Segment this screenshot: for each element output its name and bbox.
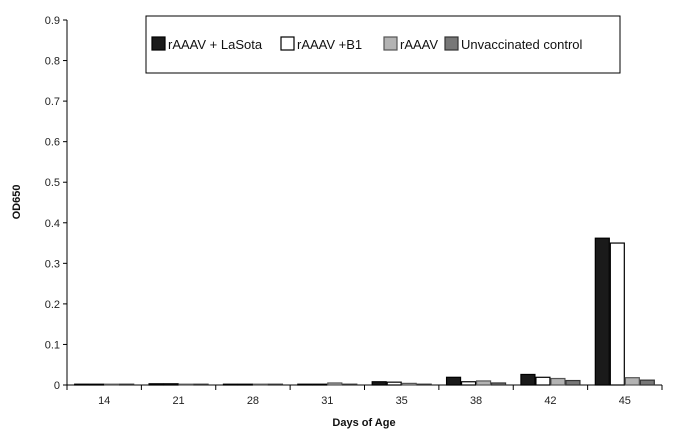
bar-series-1-31 bbox=[297, 383, 313, 386]
bar-series-4-45 bbox=[639, 379, 655, 386]
y-tick-label: 0.6 bbox=[45, 137, 60, 149]
bar-series-3-14 bbox=[104, 383, 120, 386]
bar-series-3-21 bbox=[178, 383, 194, 386]
legend-label-3: rAAAV bbox=[400, 37, 438, 52]
bar-series-3-38 bbox=[475, 380, 492, 386]
y-tick-label: 0.3 bbox=[45, 258, 60, 270]
bar-series-2-38 bbox=[460, 381, 477, 386]
y-tick-label: 0.7 bbox=[45, 96, 60, 108]
bar-series-4-28 bbox=[267, 383, 284, 386]
bar-series-1-14 bbox=[74, 383, 90, 386]
legend-swatch-1 bbox=[151, 36, 166, 51]
bar-series-2-35 bbox=[386, 381, 402, 386]
x-tick-label: 21 bbox=[172, 395, 184, 407]
x-tick-label: 28 bbox=[247, 395, 259, 407]
bar-series-4-38 bbox=[490, 382, 507, 386]
y-tick-label: 0.1 bbox=[45, 339, 60, 351]
bar-series-4-31 bbox=[342, 383, 358, 386]
x-tick-label: 14 bbox=[98, 395, 110, 407]
bar-series-2-28 bbox=[237, 383, 254, 386]
legend-label-1: rAAAV + LaSota bbox=[168, 37, 263, 52]
y-tick-label: 0.5 bbox=[45, 177, 60, 189]
x-tick-label: 42 bbox=[544, 395, 556, 407]
x-tick-label: 45 bbox=[619, 395, 631, 407]
y-tick-label: 0.4 bbox=[45, 218, 60, 230]
x-tick-label: 31 bbox=[321, 395, 333, 407]
bar-series-3-42 bbox=[550, 377, 566, 386]
bar-series-3-45 bbox=[624, 377, 640, 386]
bar-series-2-45 bbox=[609, 242, 625, 386]
y-axis-title: OD650 bbox=[11, 185, 23, 220]
x-tick-label: 35 bbox=[396, 395, 408, 407]
bar-series-4-14 bbox=[119, 383, 135, 386]
legend-label-2: rAAAV +B1 bbox=[297, 37, 362, 52]
bar-series-3-31 bbox=[327, 382, 343, 386]
y-tick-label: 0.2 bbox=[45, 299, 60, 311]
bar-series-2-42 bbox=[535, 376, 551, 386]
legend-box bbox=[145, 15, 621, 74]
legend-swatch-3 bbox=[383, 36, 398, 51]
bar-series-1-35 bbox=[371, 381, 387, 386]
y-axis: 0 0.1 0.2 0.3 0.4 0.5 0.6 0.7 0.8 0.9 bbox=[45, 15, 68, 392]
legend-label-4: Unvaccinated control bbox=[461, 37, 583, 52]
x-axis-title: Days of Age bbox=[332, 417, 395, 429]
bar-series-1-21 bbox=[148, 383, 164, 386]
legend: rAAAV + LaSota rAAAV +B1 rAAAV Unvaccinated… bbox=[145, 15, 621, 74]
bars-group bbox=[74, 237, 655, 386]
bar-series-3-35 bbox=[401, 382, 417, 386]
y-tick-label: 0.9 bbox=[45, 15, 60, 27]
bar-series-4-35 bbox=[416, 383, 432, 386]
x-tick-label: 38 bbox=[470, 395, 482, 407]
x-axis: 14 21 28 31 35 38 42 45 bbox=[66, 384, 663, 407]
bar-series-1-38 bbox=[445, 376, 462, 386]
bar-series-2-14 bbox=[89, 383, 105, 386]
bar-series-4-21 bbox=[193, 383, 209, 386]
y-tick-label: 0 bbox=[54, 380, 60, 392]
bar-series-1-45 bbox=[594, 237, 610, 386]
legend-swatch-4 bbox=[444, 36, 459, 51]
bar-series-2-21 bbox=[163, 383, 179, 386]
bar-series-1-42 bbox=[520, 373, 536, 386]
bar-series-4-42 bbox=[565, 379, 581, 386]
bar-series-3-28 bbox=[252, 383, 269, 386]
bar-series-1-28 bbox=[222, 383, 239, 386]
bar-series-2-31 bbox=[312, 383, 328, 386]
y-tick-label: 0.8 bbox=[45, 56, 60, 68]
legend-swatch-2 bbox=[280, 36, 295, 51]
